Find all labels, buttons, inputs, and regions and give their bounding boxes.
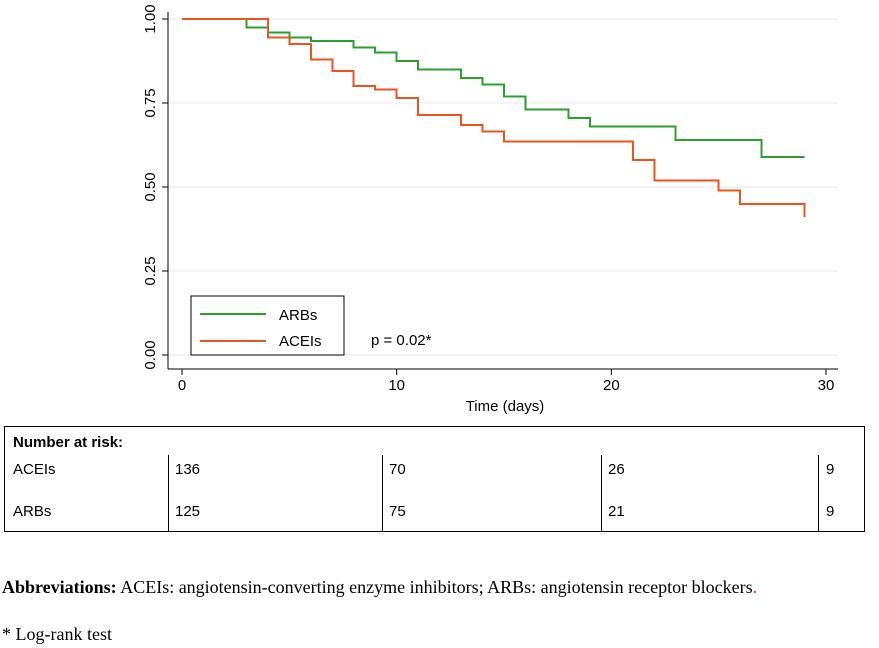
risk-divider	[382, 455, 383, 531]
risk-value: 125	[175, 503, 201, 520]
footnote: * Log-rank test	[2, 624, 112, 644]
y-tick-label: 0.50	[142, 172, 159, 201]
x-tick-label: 0	[178, 377, 186, 394]
risk-value: 26	[608, 461, 625, 478]
number-at-risk-table: Number at risk: ACEIs 136 70 26 9 ARBs 1…	[4, 426, 865, 532]
legend-label-aceis: ACEIs	[279, 333, 322, 350]
abbreviations-tail: .	[752, 577, 758, 597]
risk-row-arbs: ARBs 125 75 21 9	[5, 503, 864, 527]
legend: ARBs ACEIs	[190, 295, 345, 356]
risk-row-label: ARBs	[13, 503, 52, 520]
y-tick-label: 0.25	[142, 256, 159, 285]
risk-value: 9	[826, 461, 835, 478]
abbreviations-text: ACEIs: angiotensin-converting enzyme inh…	[116, 577, 753, 597]
y-tick-label: 0.75	[142, 88, 159, 117]
risk-value: 21	[608, 503, 625, 520]
abbreviations-note: Abbreviations: ACEIs: angiotensin-conver…	[2, 577, 757, 598]
risk-value: 136	[175, 461, 201, 478]
y-tick-label: 0.00	[142, 340, 159, 369]
risk-divider	[168, 455, 169, 531]
risk-table-title: Number at risk:	[13, 434, 124, 451]
risk-value: 75	[389, 503, 406, 520]
risk-divider	[818, 455, 819, 531]
survival-curve-arbs	[182, 18, 805, 158]
x-tick-label: 10	[388, 377, 405, 394]
x-tick-label: 30	[818, 377, 835, 394]
axes: 0.00 0.25 0.50 0.75 1.00 0 10 20 30	[142, 4, 838, 394]
y-tick-label: 1.00	[142, 4, 159, 33]
gridlines	[168, 18, 838, 356]
risk-value: 70	[389, 461, 406, 478]
survival-plot: 0.00 0.25 0.50 0.75 1.00 0 10 20 30 ARBs ACEIs p…	[142, 4, 838, 415]
legend-box	[190, 295, 345, 356]
x-tick-label: 20	[603, 377, 620, 394]
risk-value: 9	[826, 503, 835, 520]
abbreviations-label: Abbreviations:	[2, 577, 117, 597]
p-value-annotation: p = 0.02*	[371, 332, 432, 349]
risk-divider	[601, 455, 602, 531]
risk-row-label: ACEIs	[13, 461, 56, 478]
risk-row-aceis: ACEIs 136 70 26 9	[5, 461, 864, 485]
x-axis-label: Time (days)	[466, 398, 545, 415]
survival-curve-aceis	[182, 18, 806, 218]
legend-label-arbs: ARBs	[279, 307, 317, 324]
series-lines	[182, 18, 806, 218]
